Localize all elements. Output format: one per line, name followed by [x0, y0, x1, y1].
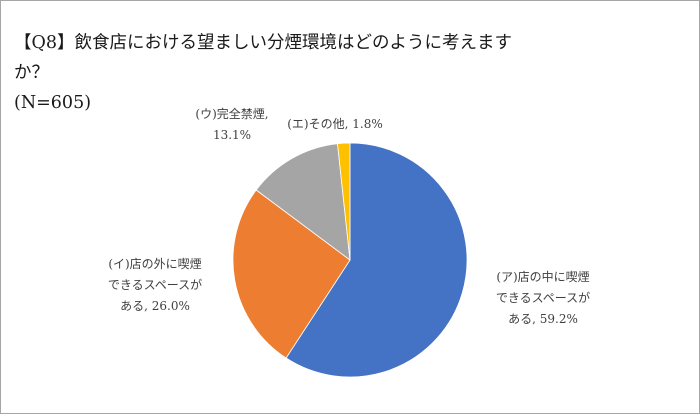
data-label-a: (ア)店の中に喫煙 できるスペースが ある, 59.2%: [468, 267, 618, 330]
slice-i-outside-smoking-area: [232, 189, 351, 359]
label-a-line-1: (ア)店の中に喫煙: [496, 270, 590, 284]
title-sample-size: (N=605): [14, 93, 92, 113]
label-a-line-2: できるスペースが: [495, 291, 591, 305]
data-label-u: (ウ)完全禁煙, 13.1%: [182, 104, 282, 146]
title-line-2: か？: [14, 63, 49, 83]
label-i-line-2: できるスペースが: [107, 278, 203, 292]
label-e-line-1: (エ)その他, 1.8%: [287, 117, 383, 131]
label-u-line-2: 13.1%: [212, 128, 252, 142]
slice-e-other: [337, 142, 351, 261]
label-i-line-3: ある, 26.0%: [120, 299, 190, 313]
data-label-i: (イ)店の外に喫煙 できるスペースが ある, 26.0%: [80, 254, 230, 317]
label-a-line-3: ある, 59.2%: [508, 312, 578, 326]
title-line-1: 【Q8】飲食店における望ましい分煙環境はどのように考えます: [14, 33, 512, 53]
label-u-line-1: (ウ)完全禁煙,: [195, 107, 269, 121]
label-i-line-1: (イ)店の外に喫煙: [108, 257, 202, 271]
slice-u-complete-ban: [255, 143, 351, 261]
slice-a-in-store-smoking-area: [285, 142, 468, 378]
chart-title: 【Q8】飲食店における望ましい分煙環境はどのように考えます か？ (N=605): [14, 28, 512, 118]
data-label-e: (エ)その他, 1.8%: [275, 114, 395, 135]
